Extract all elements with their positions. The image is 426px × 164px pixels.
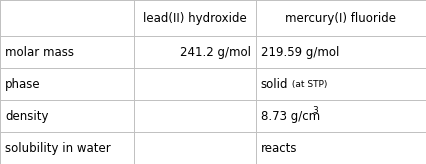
Text: density: density — [5, 110, 49, 123]
Text: molar mass: molar mass — [5, 46, 74, 59]
Text: 241.2 g/mol: 241.2 g/mol — [180, 46, 250, 59]
Text: (at STP): (at STP) — [288, 80, 327, 89]
Text: solid: solid — [261, 78, 288, 91]
Text: reacts: reacts — [261, 142, 297, 154]
Text: solubility in water: solubility in water — [5, 142, 111, 154]
Text: 3: 3 — [313, 106, 318, 115]
Text: 8.73 g/cm: 8.73 g/cm — [261, 110, 320, 123]
Text: mercury(I) fluoride: mercury(I) fluoride — [285, 11, 396, 25]
Text: phase: phase — [5, 78, 40, 91]
Text: lead(II) hydroxide: lead(II) hydroxide — [143, 11, 247, 25]
Text: 219.59 g/mol: 219.59 g/mol — [261, 46, 339, 59]
